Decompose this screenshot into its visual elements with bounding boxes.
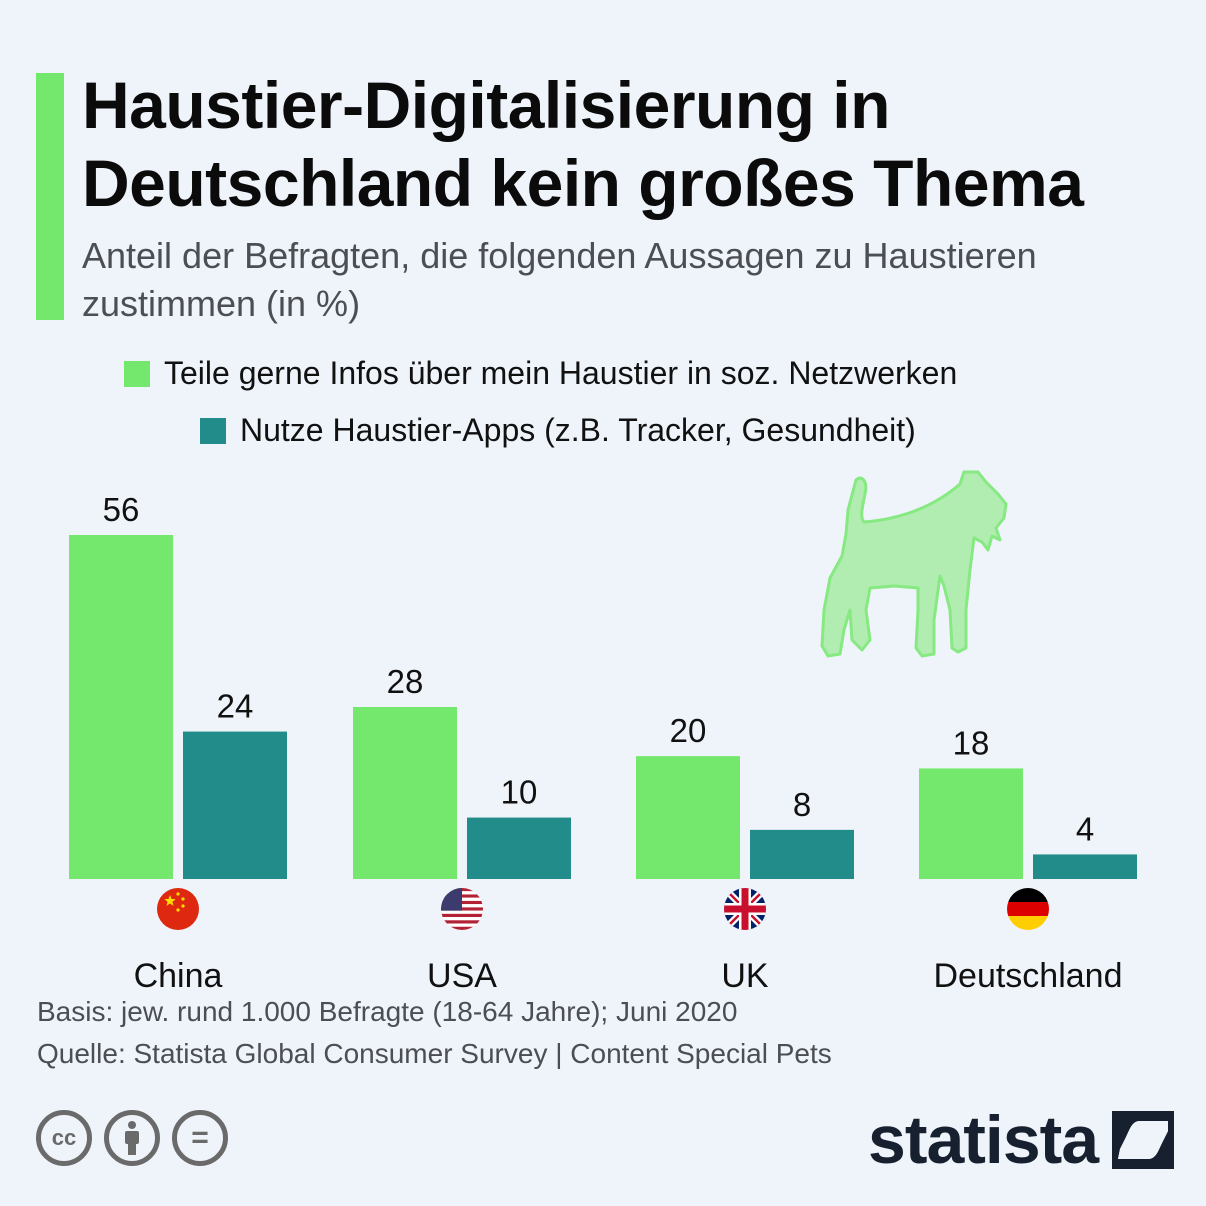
category-label-china: China xyxy=(134,957,223,990)
bar-deutschland-series-1 xyxy=(919,768,1023,879)
value-label-china-series-2: 24 xyxy=(217,688,254,725)
bar-chart: 56 24 China 28 10 USA 20 8 UK 18 4 Deutschland xyxy=(69,491,1137,990)
dog-icon xyxy=(820,470,1008,658)
bar-deutschland-series-2 xyxy=(1033,854,1137,879)
flag-usa-icon xyxy=(441,888,483,930)
chart-title: Haustier-Digitalisierung in Deutschland … xyxy=(82,68,1084,220)
category-label-usa: USA xyxy=(427,957,497,990)
by-icon[interactable] xyxy=(104,1110,160,1166)
flag-germany-icon xyxy=(1007,888,1049,930)
license-icons: cc = xyxy=(36,1110,228,1166)
value-label-uk-series-2: 8 xyxy=(793,786,811,823)
value-label-deutschland-series-2: 4 xyxy=(1076,810,1094,847)
nd-icon-text: = xyxy=(191,1121,209,1154)
bar-usa-series-1 xyxy=(353,707,457,879)
statista-logo-mark-icon xyxy=(1112,1111,1175,1169)
legend-swatch-apps xyxy=(200,417,226,444)
legend-swatch-social xyxy=(124,360,150,387)
footer-source: Quelle: Statista Global Consumer Survey … xyxy=(37,1038,832,1069)
bar-china-series-2 xyxy=(183,731,287,879)
flag-uk-icon xyxy=(724,888,766,930)
bar-uk-series-2 xyxy=(750,829,854,879)
category-label-deutschland: Deutschland xyxy=(933,957,1122,990)
cc-icon[interactable]: cc xyxy=(36,1110,92,1166)
value-label-usa-series-1: 28 xyxy=(387,663,424,700)
person-icon xyxy=(125,1121,139,1155)
value-label-uk-series-1: 20 xyxy=(670,712,707,749)
flag-china-icon xyxy=(157,888,199,930)
footer-basis: Basis: jew. rund 1.000 Befragte (18-64 J… xyxy=(37,996,738,1027)
chart-subtitle: Anteil der Befragten, die folgenden Auss… xyxy=(82,235,1037,324)
category-label-uk: UK xyxy=(721,957,769,990)
logo-text: statista xyxy=(868,1102,1099,1178)
nd-icon[interactable]: = xyxy=(172,1110,228,1166)
legend-item-social: Teile gerne Infos über mein Haustier in … xyxy=(0,355,1206,392)
legend-item-apps: Nutze Haustier-Apps (z.B. Tracker, Gesun… xyxy=(0,412,1206,449)
title-accent-bar xyxy=(36,73,64,320)
value-label-china-series-1: 56 xyxy=(103,491,140,528)
bar-uk-series-1 xyxy=(636,756,740,879)
statista-logo[interactable]: statista xyxy=(868,1102,1175,1178)
cc-icon-text: cc xyxy=(51,1125,77,1150)
value-label-deutschland-series-1: 18 xyxy=(953,724,990,761)
value-label-usa-series-2: 10 xyxy=(501,774,538,811)
legend-label-apps: Nutze Haustier-Apps (z.B. Tracker, Gesun… xyxy=(240,412,916,448)
bar-china-series-1 xyxy=(69,535,173,879)
bar-usa-series-2 xyxy=(467,817,571,879)
legend-label-social: Teile gerne Infos über mein Haustier in … xyxy=(164,355,958,391)
